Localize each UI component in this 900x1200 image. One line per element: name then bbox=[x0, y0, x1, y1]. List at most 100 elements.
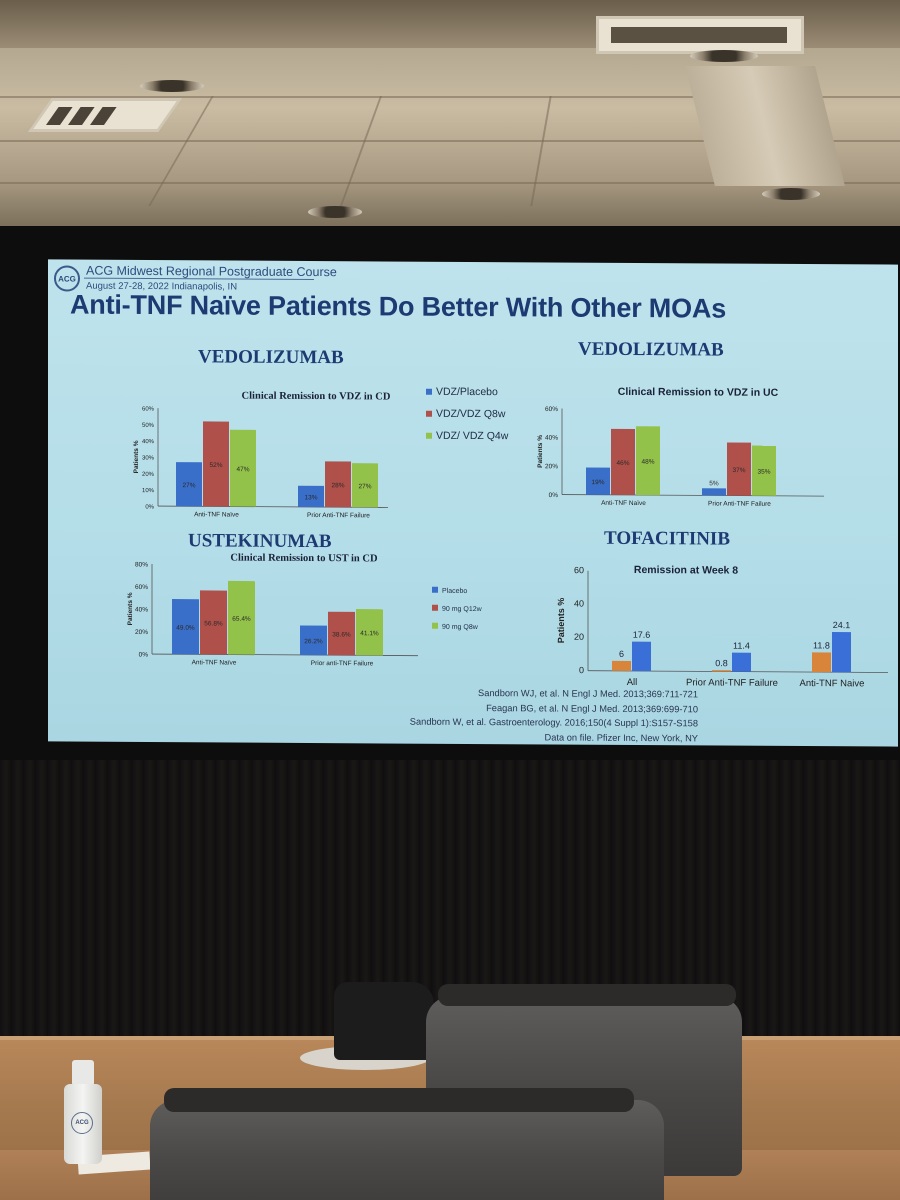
ceiling-light bbox=[140, 80, 204, 92]
data-label: 35% bbox=[757, 469, 770, 476]
y-axis-label: Patients % bbox=[127, 592, 134, 625]
y-tick-label: 50% bbox=[142, 423, 155, 429]
references: Sandborn WJ, et al. N Engl J Med. 2013;3… bbox=[378, 685, 698, 745]
bar bbox=[298, 485, 324, 508]
y-tick-label: 40% bbox=[545, 435, 558, 442]
ceiling-light bbox=[308, 206, 362, 218]
section-title-vedolizumab-cd: VEDOLIZUMAB bbox=[198, 346, 344, 369]
y-axis-label: Patients % bbox=[556, 598, 566, 644]
chart-title: Clinical Remission to VDZ in CD bbox=[242, 391, 391, 403]
course-title: ACG Midwest Regional Postgraduate Course bbox=[86, 263, 337, 280]
ceiling bbox=[0, 0, 900, 240]
legend-label: 90 mg Q8w bbox=[442, 624, 479, 631]
data-label: 49.0% bbox=[176, 625, 195, 632]
y-tick-label: 40% bbox=[135, 606, 148, 613]
bar bbox=[702, 488, 726, 496]
chart-vdz-uc: Clinical Remission to VDZ in UC 0% 20% 40% 6… bbox=[528, 374, 888, 516]
y-tick-label: 20% bbox=[142, 472, 155, 478]
data-label: 65.4% bbox=[232, 616, 251, 623]
bar bbox=[328, 611, 355, 656]
slide-title: Anti-TNF Naïve Patients Do Better With O… bbox=[70, 289, 727, 324]
y-tick-label: 60% bbox=[142, 406, 155, 412]
data-label: 11.4 bbox=[733, 641, 750, 651]
bar bbox=[352, 463, 378, 508]
data-label: 24.1 bbox=[833, 620, 851, 630]
chart-title: Clinical Remission to VDZ in UC bbox=[618, 386, 779, 399]
ceiling-tile-line bbox=[530, 96, 552, 206]
chart-tofacitinib: Remission at Week 8 0 20 40 60 Patients % 6 17.… bbox=[496, 552, 896, 689]
bar bbox=[228, 580, 255, 655]
bar bbox=[300, 625, 327, 656]
legend-label: 90 mg Q12w bbox=[442, 606, 483, 613]
category-label: Prior Anti-TNF Failure bbox=[708, 500, 771, 507]
data-label: 37% bbox=[732, 467, 745, 474]
y-tick-label: 20% bbox=[545, 463, 558, 470]
data-label: 46% bbox=[616, 460, 629, 467]
chair-back bbox=[150, 1100, 664, 1200]
presentation-slide: ACG ACG Midwest Regional Postgraduate Co… bbox=[48, 259, 898, 747]
data-label: 17.6 bbox=[633, 630, 651, 640]
y-tick-label: 0% bbox=[145, 504, 154, 510]
legend-swatch bbox=[426, 388, 432, 395]
category-label: Anti-TNF Naïve bbox=[192, 659, 237, 666]
bar bbox=[200, 590, 227, 655]
legend-swatch bbox=[426, 432, 432, 439]
bar bbox=[727, 442, 751, 496]
data-label: 6 bbox=[619, 649, 624, 659]
legend-swatch bbox=[432, 604, 438, 611]
ceiling-light bbox=[690, 50, 758, 62]
bottle-logo: ACG bbox=[71, 1112, 93, 1134]
acg-logo: ACG bbox=[54, 265, 80, 292]
category-label: Prior Anti-TNF Failure bbox=[686, 677, 778, 689]
ceiling-tile-line bbox=[339, 96, 383, 206]
y-tick-label: 10% bbox=[142, 488, 155, 494]
bar bbox=[812, 652, 831, 673]
data-label: 13% bbox=[304, 494, 317, 501]
y-tick-label: 30% bbox=[142, 455, 155, 461]
y-axis-label: Patients % bbox=[537, 435, 544, 468]
chart-svg: Clinical Remission to VDZ in UC 0% 20% 40% 6… bbox=[537, 386, 824, 508]
data-label: 27% bbox=[182, 482, 195, 489]
y-tick-label: 20 bbox=[574, 632, 584, 642]
legend-swatch bbox=[432, 586, 438, 593]
ceiling-soffit bbox=[685, 66, 845, 186]
section-title-ustekinumab: USTEKINUMAB bbox=[188, 530, 332, 553]
ceiling-tile-line bbox=[0, 96, 900, 98]
y-tick-label: 60 bbox=[574, 565, 584, 575]
data-label: 47% bbox=[236, 466, 249, 473]
y-tick-label: 60% bbox=[545, 406, 558, 413]
data-label: 0.8 bbox=[715, 658, 728, 668]
chart-vdz-cd: Clinical Remission to VDZ in CD 0% 10% 20% 3… bbox=[126, 384, 586, 523]
bar bbox=[632, 641, 651, 672]
chart-svg: Remission at Week 8 0 20 40 60 Patients % 6 17.… bbox=[556, 564, 888, 689]
y-tick-label: 40 bbox=[574, 598, 584, 608]
data-label: 26.2% bbox=[304, 638, 323, 645]
bar bbox=[230, 429, 256, 507]
legend-swatch bbox=[426, 410, 432, 417]
data-label: 52% bbox=[209, 462, 222, 469]
legend-swatch bbox=[432, 622, 438, 629]
category-label: Anti-TNF Naive bbox=[800, 678, 865, 689]
section-title-vedolizumab-uc: VEDOLIZUMAB bbox=[578, 338, 724, 361]
chair-rim bbox=[164, 1088, 634, 1112]
air-vent bbox=[28, 98, 182, 132]
data-label: 38.6% bbox=[332, 631, 351, 638]
bar bbox=[176, 462, 202, 507]
legend-label: Placebo bbox=[442, 588, 467, 595]
data-label: 41.1% bbox=[360, 630, 379, 637]
bar bbox=[611, 428, 635, 495]
bar bbox=[586, 467, 610, 495]
reference-line: Data on file. Pfizer Inc, New York, NY bbox=[544, 731, 698, 743]
bar bbox=[172, 599, 199, 655]
air-vent bbox=[596, 16, 804, 54]
ceiling-light bbox=[762, 188, 820, 200]
category-label: Anti-TNF Naïve bbox=[601, 500, 646, 507]
chart-ust-cd: Clinical Remission to UST in CD 0% 20% 40% 6… bbox=[118, 553, 578, 675]
y-tick-label: 40% bbox=[142, 439, 155, 445]
legend-label: VDZ/ VDZ Q4w bbox=[436, 430, 509, 442]
data-label: 11.8 bbox=[813, 640, 830, 650]
legend-label: VDZ/VDZ Q8w bbox=[436, 408, 506, 420]
data-label: 56.8% bbox=[204, 620, 223, 627]
bar bbox=[636, 426, 660, 496]
black-bag bbox=[334, 982, 434, 1060]
